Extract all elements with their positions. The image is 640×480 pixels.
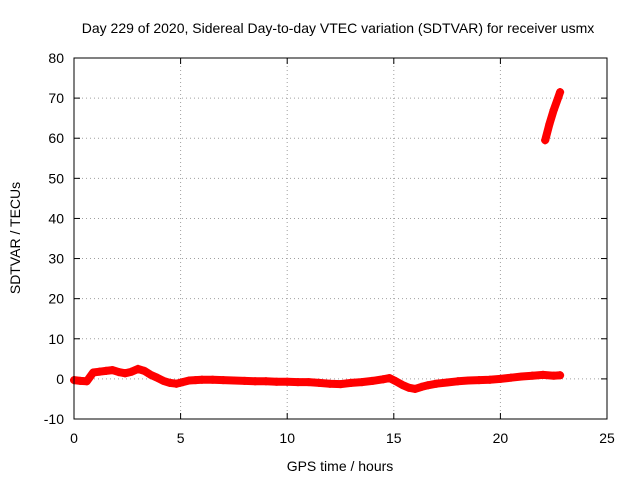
data-point bbox=[108, 366, 117, 375]
data-point bbox=[159, 376, 168, 385]
y-axis-label: SDTVAR / TECUs bbox=[7, 182, 23, 294]
data-point bbox=[553, 94, 562, 103]
data-point bbox=[545, 120, 554, 129]
data-point bbox=[385, 374, 394, 383]
y-tick-label: 80 bbox=[48, 50, 64, 66]
data-point bbox=[507, 373, 516, 382]
x-tick-label: 15 bbox=[386, 430, 402, 446]
data-point bbox=[121, 369, 130, 378]
data-point bbox=[539, 370, 548, 379]
data-point bbox=[379, 375, 388, 384]
data-point bbox=[197, 375, 206, 384]
data-point bbox=[261, 377, 270, 386]
data-point bbox=[485, 375, 494, 384]
series-1 bbox=[541, 88, 565, 145]
data-point bbox=[240, 376, 249, 385]
data-point bbox=[251, 377, 260, 386]
data-point bbox=[496, 374, 505, 383]
data-point bbox=[398, 380, 407, 389]
data-point bbox=[293, 378, 302, 387]
data-point bbox=[423, 381, 432, 390]
data-point bbox=[229, 376, 238, 385]
data-point bbox=[283, 377, 292, 386]
data-point bbox=[172, 379, 181, 388]
data-point bbox=[325, 379, 334, 388]
y-tick-label: 70 bbox=[48, 90, 64, 106]
data-point bbox=[475, 376, 484, 385]
data-point bbox=[178, 378, 187, 387]
data-point bbox=[347, 378, 356, 387]
data-point bbox=[556, 88, 565, 97]
data-point bbox=[127, 367, 136, 376]
data-point bbox=[368, 376, 377, 385]
x-tick-label: 0 bbox=[70, 430, 78, 446]
data-point bbox=[443, 378, 452, 387]
data-point bbox=[304, 378, 313, 387]
data-point bbox=[336, 380, 345, 389]
data-point bbox=[153, 373, 162, 382]
y-tick-label: 0 bbox=[56, 371, 64, 387]
tick-layer: 0 5 10 15 20 25 -10 0 10 20 30 40 50 60 70 80 bbox=[44, 50, 615, 446]
x-tick-label: 25 bbox=[599, 430, 615, 446]
y-tick-label: -10 bbox=[44, 411, 64, 427]
data-point bbox=[315, 378, 324, 387]
y-tick-label: 20 bbox=[48, 291, 64, 307]
data-point bbox=[528, 371, 537, 380]
data-point bbox=[133, 364, 142, 373]
x-axis-label: GPS time / hours bbox=[287, 458, 394, 474]
y-tick-label: 40 bbox=[48, 210, 64, 226]
data-point bbox=[208, 375, 217, 384]
y-tick-label: 50 bbox=[48, 170, 64, 186]
data-point bbox=[417, 382, 426, 391]
data-point bbox=[272, 377, 281, 386]
grid-layer bbox=[74, 58, 607, 419]
series-line bbox=[70, 364, 565, 393]
chart-title: Day 229 of 2020, Sidereal Day-to-day VTE… bbox=[82, 20, 595, 36]
data-point bbox=[517, 372, 526, 381]
data-point bbox=[453, 377, 462, 386]
data-point bbox=[404, 383, 413, 392]
y-tick-label: 30 bbox=[48, 251, 64, 267]
data-point bbox=[140, 366, 149, 375]
data-point bbox=[219, 376, 228, 385]
data-point bbox=[391, 377, 400, 386]
data-point bbox=[464, 376, 473, 385]
x-tick-label: 10 bbox=[279, 430, 295, 446]
data-point bbox=[549, 106, 558, 115]
data-point bbox=[114, 368, 123, 377]
series-layer bbox=[70, 88, 565, 393]
data-point bbox=[541, 136, 550, 145]
data-point bbox=[82, 377, 91, 386]
x-tick-label: 20 bbox=[493, 430, 509, 446]
y-tick-label: 10 bbox=[48, 331, 64, 347]
x-tick-label: 5 bbox=[177, 430, 185, 446]
data-point bbox=[556, 371, 565, 380]
data-point bbox=[411, 384, 420, 393]
data-point bbox=[146, 370, 155, 379]
data-point bbox=[432, 379, 441, 388]
y-tick-label: 60 bbox=[48, 130, 64, 146]
plot-frame bbox=[73, 57, 608, 420]
series-0 bbox=[70, 364, 565, 393]
data-point bbox=[357, 378, 366, 387]
